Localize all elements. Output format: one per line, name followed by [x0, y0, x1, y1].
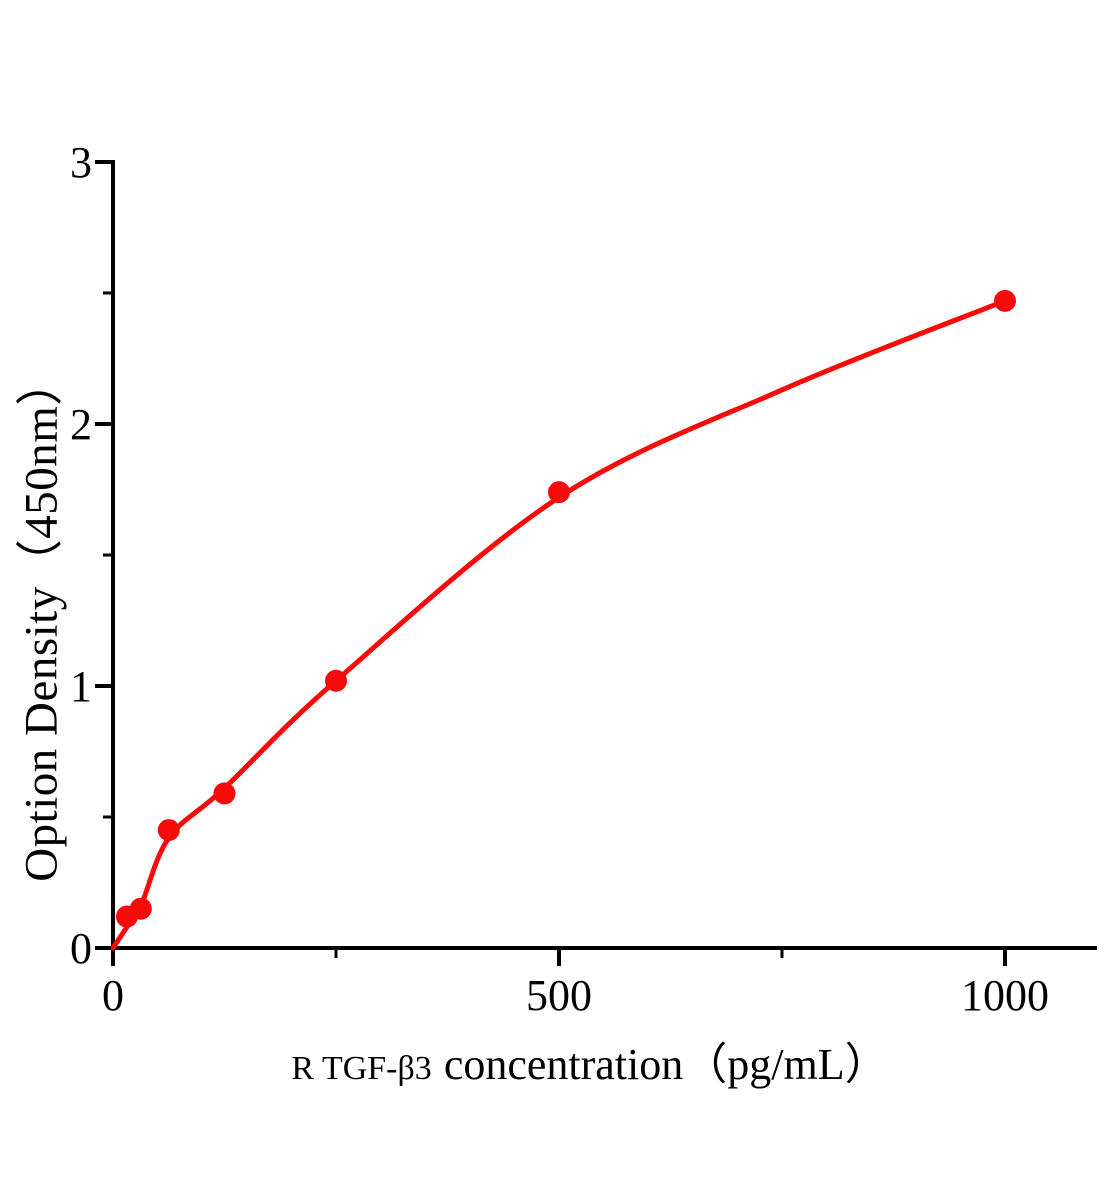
x-axis-title: R TGF-β3 concentration（pg/mL）	[113, 1028, 1067, 1092]
data-point	[129, 897, 152, 920]
x-tick-label: 1000	[961, 971, 1049, 1020]
data-point	[994, 289, 1016, 312]
data-point	[325, 669, 347, 692]
y-tick-label: 0	[70, 924, 92, 973]
y-tick-label: 1	[70, 662, 92, 711]
data-point	[548, 481, 570, 504]
fitted-curve	[110, 298, 1008, 951]
data-point	[157, 819, 180, 842]
data-point	[213, 782, 236, 805]
x-axis-title-analyte: R TGF-β3	[291, 1050, 432, 1087]
y-tick-label: 3	[70, 138, 92, 187]
x-tick-label: 0	[102, 971, 124, 1020]
x-tick-label: 500	[526, 971, 592, 1020]
y-tick-label: 2	[70, 400, 92, 449]
y-axis-title: Option Density（450nm）	[15, 358, 68, 882]
x-axis-title-unit: concentration（pg/mL）	[443, 1040, 889, 1089]
